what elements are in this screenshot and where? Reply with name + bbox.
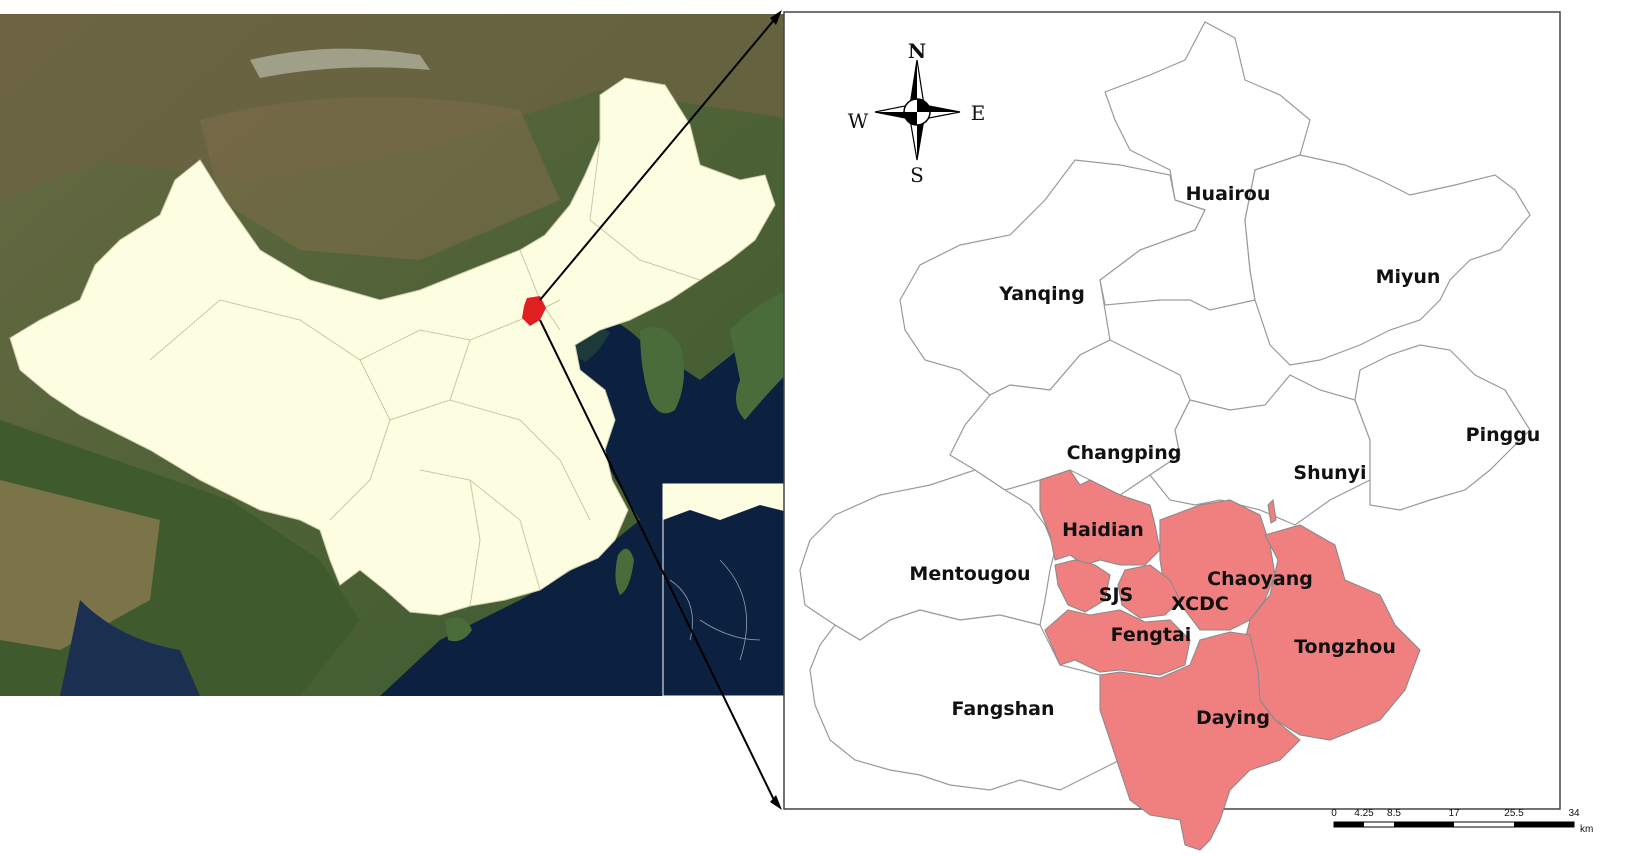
district-fengtai bbox=[1044, 609, 1191, 676]
korea-land bbox=[640, 327, 684, 414]
district-labels: Huairou Yanqing Miyun Changping Shunyi P… bbox=[909, 183, 1540, 729]
beijing-detail-map: Huairou Yanqing Miyun Changping Shunyi P… bbox=[783, 11, 1593, 851]
connector-lines bbox=[539, 19, 775, 801]
japan-land bbox=[730, 290, 800, 420]
beijing-marker bbox=[522, 296, 546, 326]
district-sjs bbox=[1054, 559, 1111, 613]
china-mainland bbox=[9, 77, 776, 616]
district-xcdc bbox=[1117, 564, 1181, 619]
arrow-head-top bbox=[770, 10, 782, 25]
scale-tick-1: 4.25 bbox=[1354, 808, 1374, 819]
label-xcdc: XCDC bbox=[1171, 593, 1229, 615]
district-daying bbox=[1099, 631, 1301, 851]
mongolia-terrain bbox=[200, 97, 560, 260]
scale-bar: 0 4.25 8.5 17 25.5 34 km bbox=[1331, 808, 1593, 835]
compass-rose-icon: N S E W bbox=[848, 39, 986, 187]
scale-unit: km bbox=[1580, 824, 1593, 835]
arrow-head-bottom bbox=[770, 795, 782, 810]
district-shunyi bbox=[1149, 374, 1371, 526]
overview-map bbox=[0, 14, 800, 696]
label-daying: Daying bbox=[1196, 707, 1270, 729]
scale-tick-4: 25.5 bbox=[1504, 808, 1524, 819]
label-changping: Changping bbox=[1067, 442, 1182, 464]
southern-sea bbox=[60, 600, 200, 696]
label-huairou: Huairou bbox=[1186, 183, 1271, 205]
district-pinggu bbox=[1354, 344, 1531, 511]
compass-west: W bbox=[848, 109, 869, 133]
scale-tick-2: 8.5 bbox=[1387, 808, 1401, 819]
compass-south: S bbox=[910, 163, 924, 187]
district-haidian bbox=[1039, 469, 1161, 566]
airport-enclave bbox=[1267, 498, 1277, 524]
district-tongzhou bbox=[1244, 524, 1421, 741]
label-yanqing: Yanqing bbox=[998, 283, 1085, 305]
label-fengtai: Fengtai bbox=[1111, 624, 1192, 646]
taiwan-land bbox=[615, 548, 634, 595]
india-terrain bbox=[0, 480, 160, 650]
label-mentougou: Mentougou bbox=[909, 563, 1030, 585]
scale-tick-0: 0 bbox=[1331, 808, 1337, 819]
scale-tick-5: 34 bbox=[1568, 808, 1580, 819]
mountain-snow bbox=[250, 48, 430, 78]
label-haidian: Haidian bbox=[1062, 519, 1144, 541]
label-miyun: Miyun bbox=[1376, 266, 1441, 288]
district-fangshan bbox=[809, 609, 1121, 791]
label-sjs: SJS bbox=[1099, 584, 1133, 606]
south-china-sea-inset bbox=[662, 483, 800, 696]
compass-east: E bbox=[971, 101, 986, 125]
label-fangshan: Fangshan bbox=[952, 698, 1055, 720]
scale-tick-3: 17 bbox=[1448, 808, 1460, 819]
label-shunyi: Shunyi bbox=[1293, 462, 1366, 484]
district-boundaries bbox=[799, 21, 1531, 791]
compass-north: N bbox=[908, 39, 926, 63]
district-yanqing bbox=[899, 159, 1206, 396]
label-tongzhou: Tongzhou bbox=[1294, 636, 1396, 658]
label-pinggu: Pinggu bbox=[1466, 424, 1541, 446]
district-miyun bbox=[1244, 154, 1531, 366]
label-chaoyang: Chaoyang bbox=[1207, 568, 1313, 590]
urban-districts bbox=[1039, 469, 1421, 851]
hainan-land bbox=[445, 617, 472, 642]
